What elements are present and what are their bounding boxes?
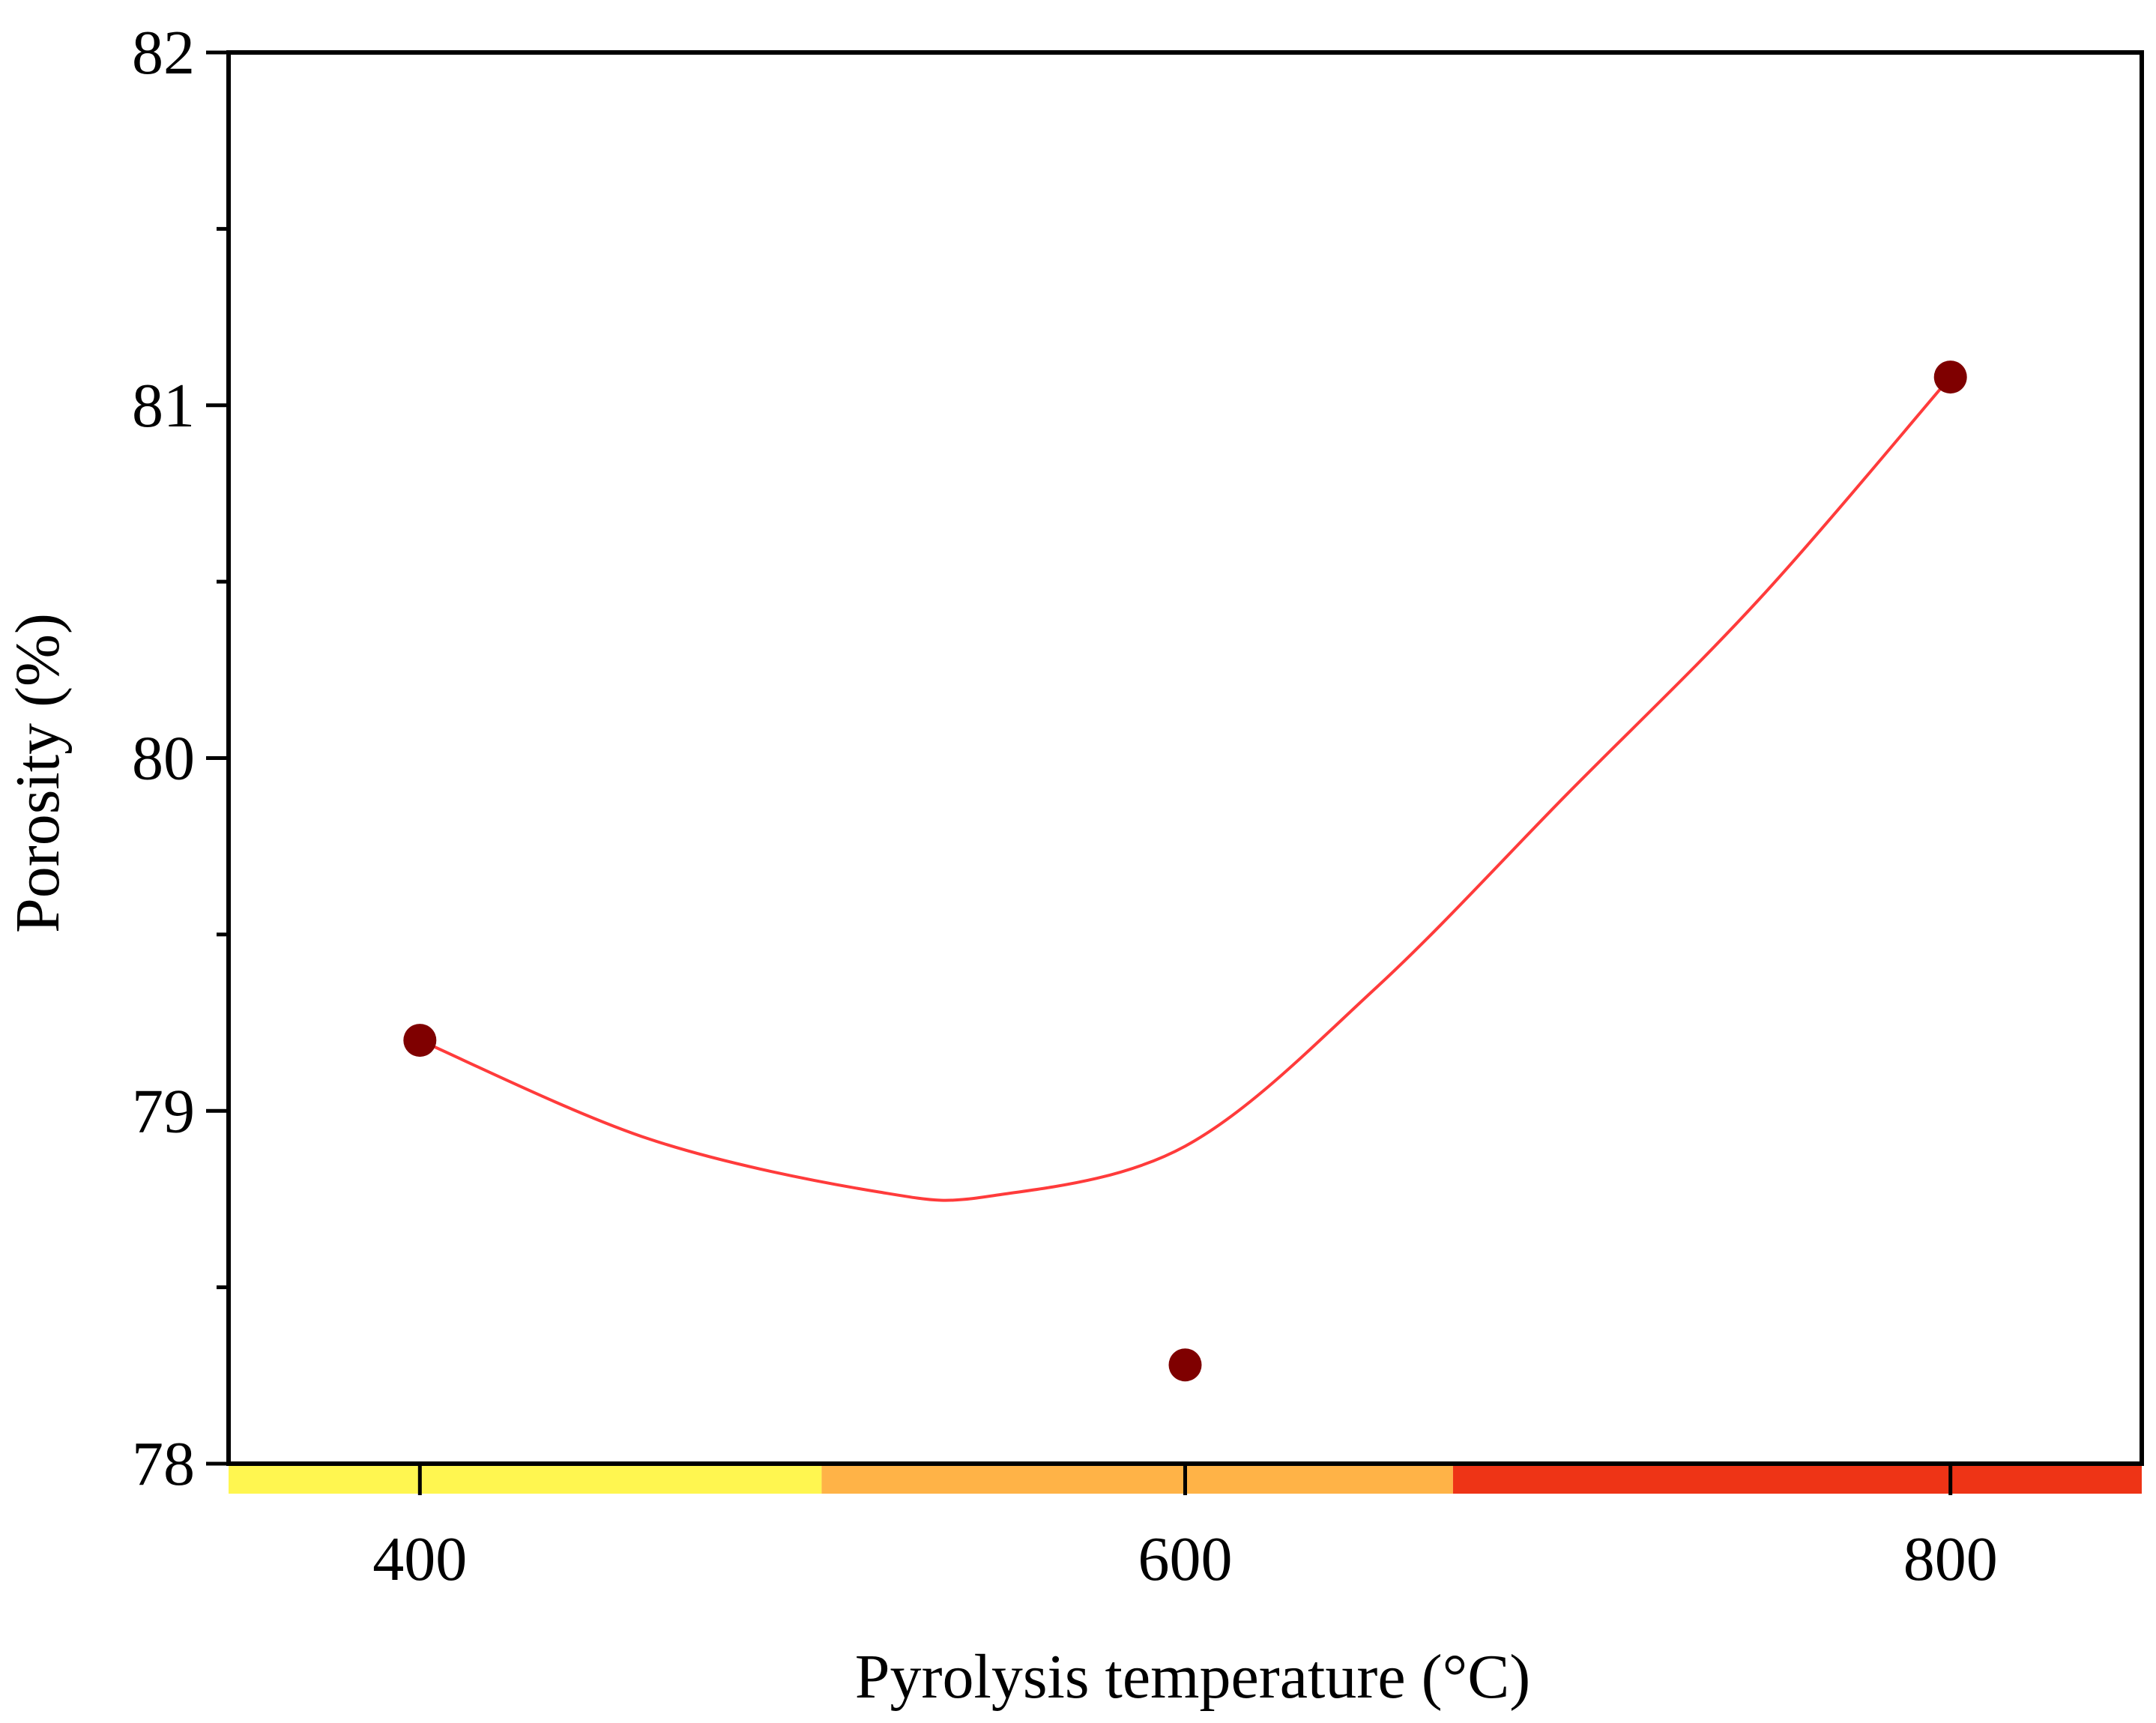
y-axis-title: Porosity (%) — [3, 613, 73, 933]
plot-frame — [226, 50, 2144, 1466]
temperature-color-bands — [229, 1466, 2142, 1494]
data-point — [1168, 1348, 1202, 1382]
data-point — [1933, 360, 1967, 394]
y-axis-ticks: 78 79 80 81 82 — [132, 18, 229, 1499]
fit-curve — [419, 375, 1952, 1202]
x-axis-title: Pyrolysis temperature (°C) — [855, 1642, 1530, 1712]
y-tick-label: 82 — [132, 18, 195, 88]
data-points — [403, 360, 1967, 1382]
x-axis-ticks: 400 600 800 — [372, 1464, 1998, 1594]
y-tick-label: 81 — [132, 371, 195, 441]
y-tick-label: 80 — [132, 724, 195, 794]
y-tick-label: 79 — [132, 1076, 195, 1146]
temperature-band-1 — [229, 1466, 822, 1494]
temperature-band-2 — [821, 1466, 1453, 1494]
x-tick-label: 600 — [1138, 1524, 1233, 1594]
x-tick-label: 800 — [1903, 1524, 1998, 1594]
y-tick-label: 78 — [132, 1429, 195, 1499]
temperature-band-3 — [1452, 1466, 2142, 1494]
x-tick-label: 400 — [372, 1524, 467, 1594]
data-point — [403, 1024, 437, 1057]
